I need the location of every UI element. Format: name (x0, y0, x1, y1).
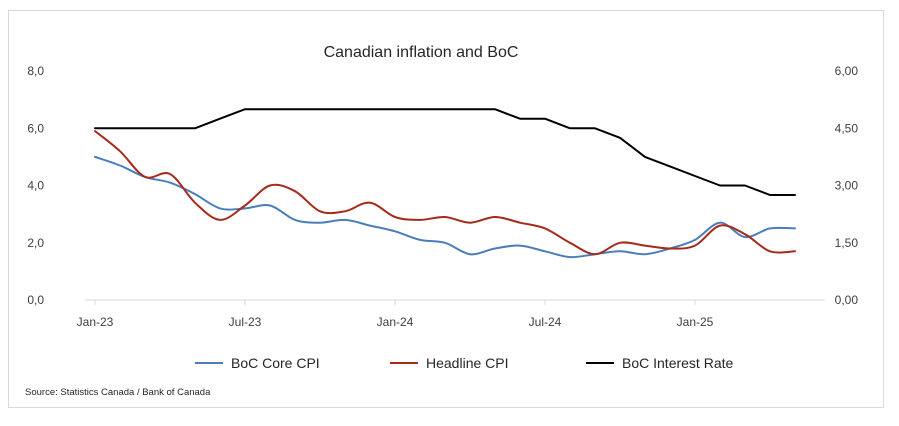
legend-interest-rate-label: BoC Interest Rate (622, 355, 733, 371)
interest-rate-line (94, 108, 796, 196)
y-right-tick-label: 1,50 (835, 236, 859, 250)
x-tick-label: Jan-24 (377, 315, 414, 329)
x-tick-label: Jan-23 (77, 315, 114, 329)
y-right-tick-label: 6,00 (835, 64, 859, 78)
legend-core-cpi-label: BoC Core CPI (231, 355, 320, 371)
legend-headline-cpi-label: Headline CPI (426, 355, 509, 371)
x-tick-label: Jul-24 (529, 315, 562, 329)
source-note: Source: Statistics Canada / Bank of Cana… (25, 387, 211, 398)
headline-cpi-line (94, 130, 796, 256)
y-left-tick-label: 6,0 (27, 121, 44, 135)
y-left-tick-label: 4,0 (27, 179, 44, 193)
y-right-tick-label: 4,50 (835, 121, 859, 135)
y-right-tick-label: 0,00 (835, 293, 859, 307)
x-tick-label: Jan-25 (677, 315, 714, 329)
y-left-tick-label: 2,0 (27, 236, 44, 250)
y-left-tick-label: 0,0 (27, 293, 44, 307)
line-chart: Canadian inflation and BoC 0,0 2,0 4,0 6,0 8… (25, 44, 859, 398)
chart-title: Canadian inflation and BoC (324, 44, 519, 61)
chart-frame: Canadian inflation and BoC 0,0 2,0 4,0 6,0 8… (8, 10, 884, 408)
core-cpi-line (94, 155, 796, 259)
x-tick-label: Jul-23 (229, 315, 262, 329)
y-right-tick-label: 3,00 (835, 179, 859, 193)
y-left-tick-label: 8,0 (27, 64, 44, 78)
